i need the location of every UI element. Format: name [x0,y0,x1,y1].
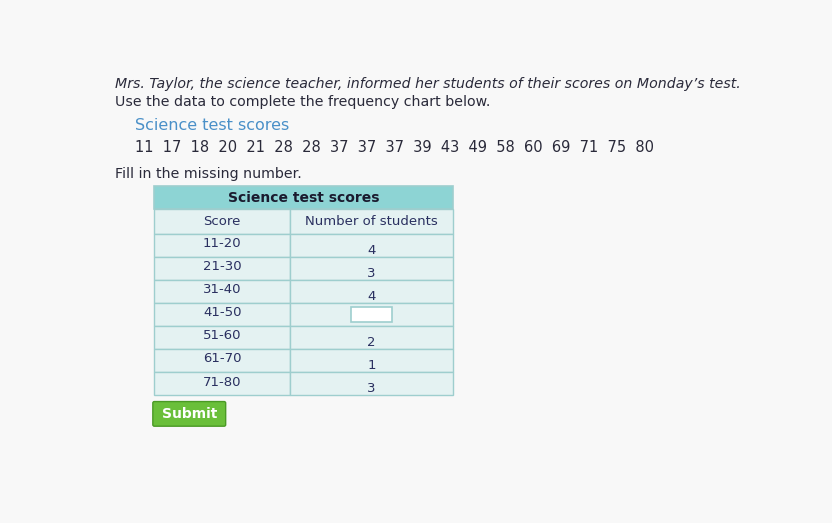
Bar [155,280,290,303]
Bar [290,209,453,234]
Bar [290,257,453,280]
Text: Submit: Submit [161,407,217,421]
Text: Science test scores: Science test scores [135,118,290,133]
Text: 21-30: 21-30 [203,260,241,273]
Text: 2: 2 [367,336,375,349]
Text: 31-40: 31-40 [203,283,241,296]
Bar [290,303,453,326]
Bar [155,257,290,280]
Bar [155,349,290,372]
Bar [155,186,453,209]
Text: 11-20: 11-20 [203,237,241,250]
Text: 41-50: 41-50 [203,306,241,319]
Bar [351,307,392,322]
Text: 4: 4 [367,244,375,257]
Text: Use the data to complete the frequency chart below.: Use the data to complete the frequency c… [115,95,490,109]
Text: 11  17  18  20  21  28  28  37  37  37  39  43  49  58  60  69  71  75  80: 11 17 18 20 21 28 28 37 37 37 39 43 49 5… [135,140,654,155]
Bar [155,209,290,234]
Bar [155,234,290,257]
Text: 3: 3 [367,382,375,395]
Bar [290,372,453,395]
Bar [155,326,290,349]
Text: 71-80: 71-80 [203,376,241,389]
Bar [290,326,453,349]
Text: Number of students: Number of students [305,215,438,228]
Bar [290,349,453,372]
Text: 3: 3 [367,267,375,280]
Text: 1: 1 [367,359,375,372]
Text: 51-60: 51-60 [203,329,241,342]
Text: Science test scores: Science test scores [228,190,379,204]
Bar [155,372,290,395]
Bar [290,280,453,303]
Text: Fill in the missing number.: Fill in the missing number. [115,167,302,181]
Bar [155,303,290,326]
Text: Score: Score [204,215,241,228]
FancyBboxPatch shape [153,402,225,426]
Text: 61-70: 61-70 [203,353,241,366]
Bar [290,234,453,257]
Text: Mrs. Taylor, the science teacher, informed her students of their scores on Monda: Mrs. Taylor, the science teacher, inform… [115,77,740,90]
Text: 4: 4 [367,290,375,303]
